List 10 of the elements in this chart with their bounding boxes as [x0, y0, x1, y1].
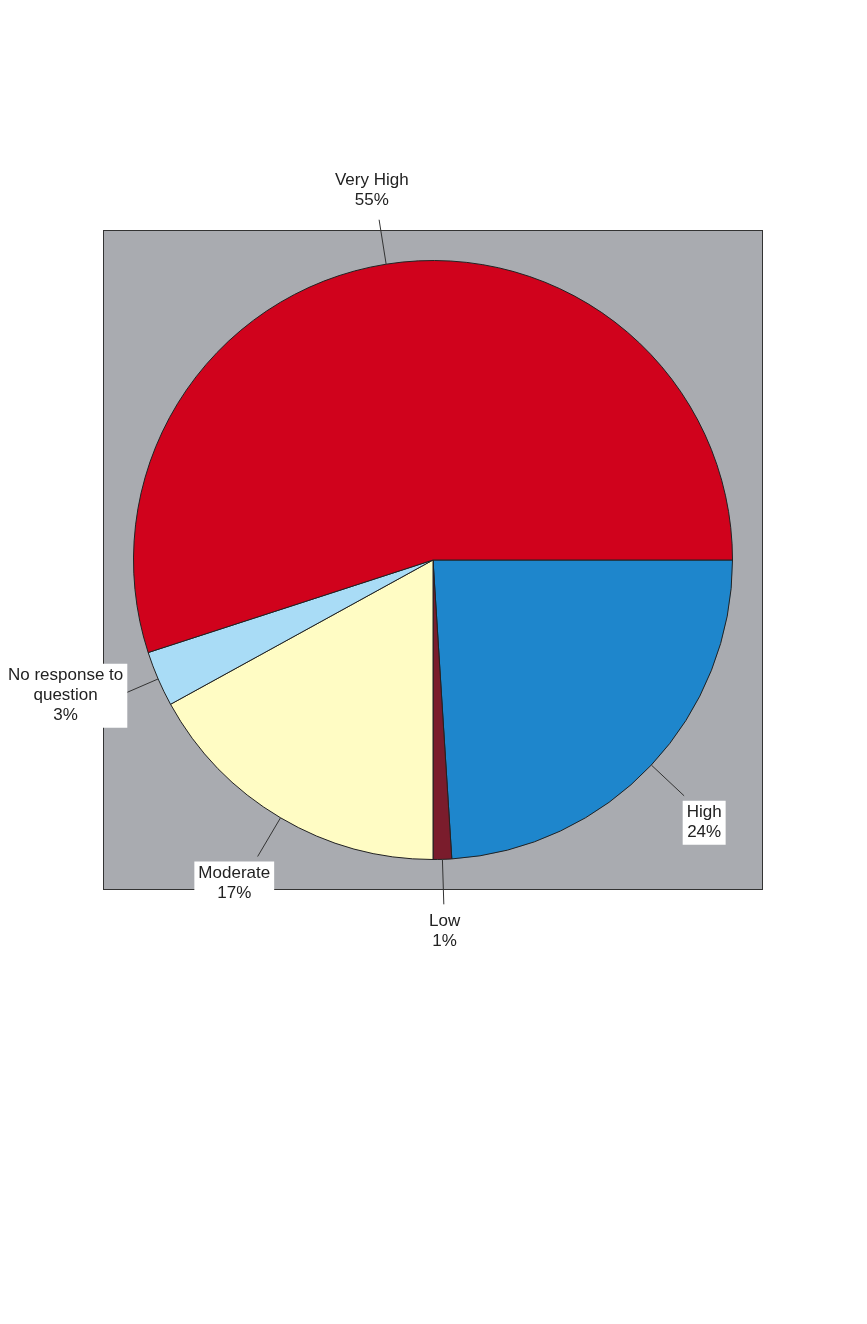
slice-label: Moderate [198, 862, 271, 882]
slice-label: High [686, 802, 722, 822]
data-label: 1% [432, 930, 457, 950]
slice-label: No response to question [8, 665, 124, 704]
data-label: 55% [354, 189, 389, 209]
slice-label: Low [429, 910, 461, 930]
data-label: 24% [687, 822, 722, 842]
slice-label: Very High [334, 169, 409, 189]
data-label: 3% [53, 705, 78, 724]
data-label: 17% [217, 882, 252, 902]
